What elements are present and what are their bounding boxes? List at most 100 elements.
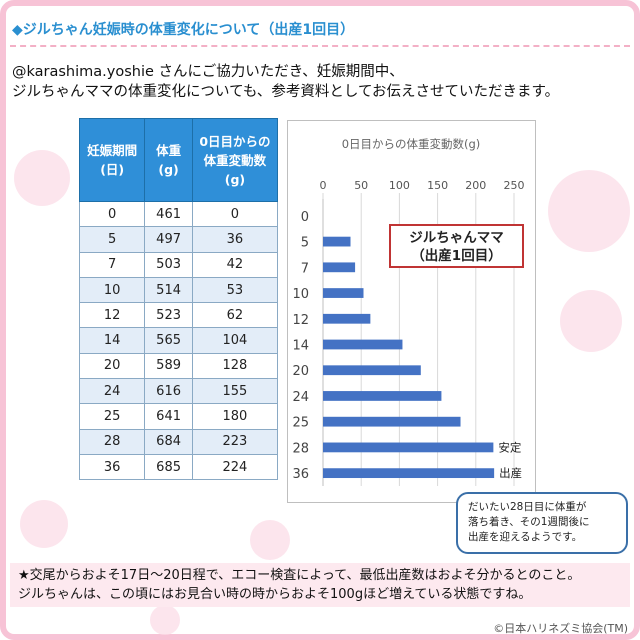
cell-weight: 565 <box>144 327 193 354</box>
chart-tick-label: 100 <box>389 179 410 192</box>
table-row: 28 684 223 <box>78 428 279 455</box>
table-row: 24 616 155 <box>78 378 279 405</box>
cell-weight: 497 <box>144 226 193 253</box>
chart-bar <box>323 339 403 350</box>
decoration-circle <box>548 170 630 252</box>
cell-weight: 641 <box>144 403 193 430</box>
table-row: 0 461 0 <box>78 200 279 228</box>
cell-change: 155 <box>191 378 279 405</box>
bottom-note-line-2: ジルちゃんは、この頃にはお見合い時の時からおよそ100gほど増えている状態ですね… <box>18 587 532 602</box>
cell-change: 180 <box>191 403 279 430</box>
cell-period: 10 <box>78 276 146 304</box>
cell-change: 53 <box>191 276 279 304</box>
weight-table: 妊娠期間 (日) 体重 (g) 0日目からの 体重変動数 (g) 0 461 0 5 4… <box>78 118 279 481</box>
cell-change: 36 <box>191 226 279 253</box>
table-header-row: 妊娠期間 (日) 体重 (g) 0日目からの 体重変動数 (g) <box>78 118 279 202</box>
cell-period: 0 <box>78 200 146 228</box>
chart-category-label: 7 <box>301 261 309 276</box>
bottom-note-line-1: ★交尾からおよそ17日〜20日程で、エコー検査によって、最低出産数はおよそ分かる… <box>18 568 581 583</box>
table-row: 14 565 104 <box>78 327 279 354</box>
chart-bar <box>323 236 351 247</box>
cell-weight: 589 <box>144 352 193 380</box>
chart-category-label: 5 <box>301 236 309 251</box>
chart-tick-label: 150 <box>427 179 448 192</box>
note-line-2: 落ち着き、その1週間後に <box>468 516 590 528</box>
table-body: 0 461 0 5 497 36 7 503 42 10 514 53 12 523 62 14 565 104 2… <box>78 200 279 481</box>
chart-tick-label: 200 <box>465 179 486 192</box>
bottom-note: ★交尾からおよそ17日〜20日程で、エコー検査によって、最低出産数はおよそ分かる… <box>10 563 630 607</box>
cell-change: 42 <box>191 251 279 278</box>
title-divider <box>10 45 630 47</box>
note-line-3: 出産を迎えるようです。 <box>468 531 583 543</box>
cell-period: 5 <box>78 226 146 253</box>
chart-bar <box>323 313 371 324</box>
cell-change: 0 <box>191 200 279 228</box>
bar-chart: 0日目からの体重変動数(g) 0 50 100 150 200 250 0 5 7 10 12 14 20… <box>287 120 536 503</box>
table-row: 5 497 36 <box>78 226 279 253</box>
table-row: 36 685 224 <box>78 453 279 481</box>
decoration-circle <box>150 605 180 635</box>
intro-line-2: ジルちゃんママの体重変化についても、参考資料としてお伝えさせていただきます。 <box>12 84 560 100</box>
chart-bar <box>323 416 461 427</box>
chart-annotation: 安定 <box>498 440 521 454</box>
cell-period: 20 <box>78 352 146 380</box>
chart-bar <box>323 391 442 401</box>
header-period: 妊娠期間 (日) <box>78 118 146 202</box>
chart-category-label: 24 <box>292 390 309 405</box>
chart-tick-label: 0 <box>320 179 327 192</box>
cell-period: 24 <box>78 378 146 405</box>
chart-bar <box>323 468 495 479</box>
cell-period: 7 <box>78 251 146 278</box>
decoration-circle <box>560 290 622 352</box>
header-change-line2: 体重変動数 <box>203 152 267 168</box>
cell-period: 28 <box>78 428 146 455</box>
cell-change: 224 <box>191 453 279 481</box>
decoration-circle <box>250 520 290 560</box>
cell-weight: 523 <box>144 302 193 329</box>
chart-category-label: 14 <box>292 339 309 354</box>
chart-svg: 0日目からの体重変動数(g) 0 50 100 150 200 250 0 5 7 10 12 14 20… <box>292 137 525 486</box>
chart-series-label: ジルちゃんママ （出産1回目） <box>389 224 524 268</box>
chart-category-label: 20 <box>292 364 309 379</box>
chart-series-label-line1: ジルちゃんママ <box>409 230 504 246</box>
header-period-line2: (日) <box>100 162 125 177</box>
chart-category-label: 12 <box>292 313 309 328</box>
cell-weight: 685 <box>144 453 193 481</box>
header-change-line1: 0日目からの <box>199 133 271 149</box>
chart-category-label: 28 <box>292 441 309 456</box>
decoration-circle <box>14 150 70 206</box>
cell-period: 12 <box>78 302 146 329</box>
chart-category-label: 0 <box>301 210 309 225</box>
cell-weight: 461 <box>144 200 193 228</box>
chart-annotation: 出産 <box>499 466 522 480</box>
header-weight-line1: 体重 <box>156 143 182 158</box>
cell-change: 104 <box>191 327 279 354</box>
cell-weight: 514 <box>144 276 193 304</box>
note-line-1: だいたい28日目に体重が <box>468 501 587 513</box>
page-title: ◆ジルちゃん妊娠時の体重変化について（出産1回目） <box>12 22 355 38</box>
chart-tick-label: 250 <box>504 179 525 192</box>
copyright: ©日本ハリネズミ協会(TM) <box>493 622 628 635</box>
table-row: 7 503 42 <box>78 251 279 278</box>
chart-bar <box>323 365 421 376</box>
chart-tick-label: 50 <box>354 179 368 192</box>
cell-change: 128 <box>191 352 279 380</box>
table-row: 20 589 128 <box>78 352 279 380</box>
cell-weight: 616 <box>144 378 193 405</box>
decoration-circle <box>20 500 68 548</box>
chart-bar <box>323 288 364 298</box>
cell-change: 223 <box>191 428 279 455</box>
cell-period: 36 <box>78 453 146 481</box>
header-period-line1: 妊娠期間 <box>87 143 138 158</box>
chart-bar <box>323 442 494 453</box>
header-weight: 体重 (g) <box>144 118 193 202</box>
header-change-line3: (g) <box>224 171 246 187</box>
chart-bar <box>323 262 356 273</box>
cell-change: 62 <box>191 302 279 329</box>
chart-category-label: 36 <box>292 467 309 482</box>
cell-weight: 684 <box>144 428 193 455</box>
chart-category-label: 10 <box>292 287 309 302</box>
table-row: 10 514 53 <box>78 276 279 304</box>
table-row: 12 523 62 <box>78 302 279 329</box>
cell-period: 25 <box>78 403 146 430</box>
